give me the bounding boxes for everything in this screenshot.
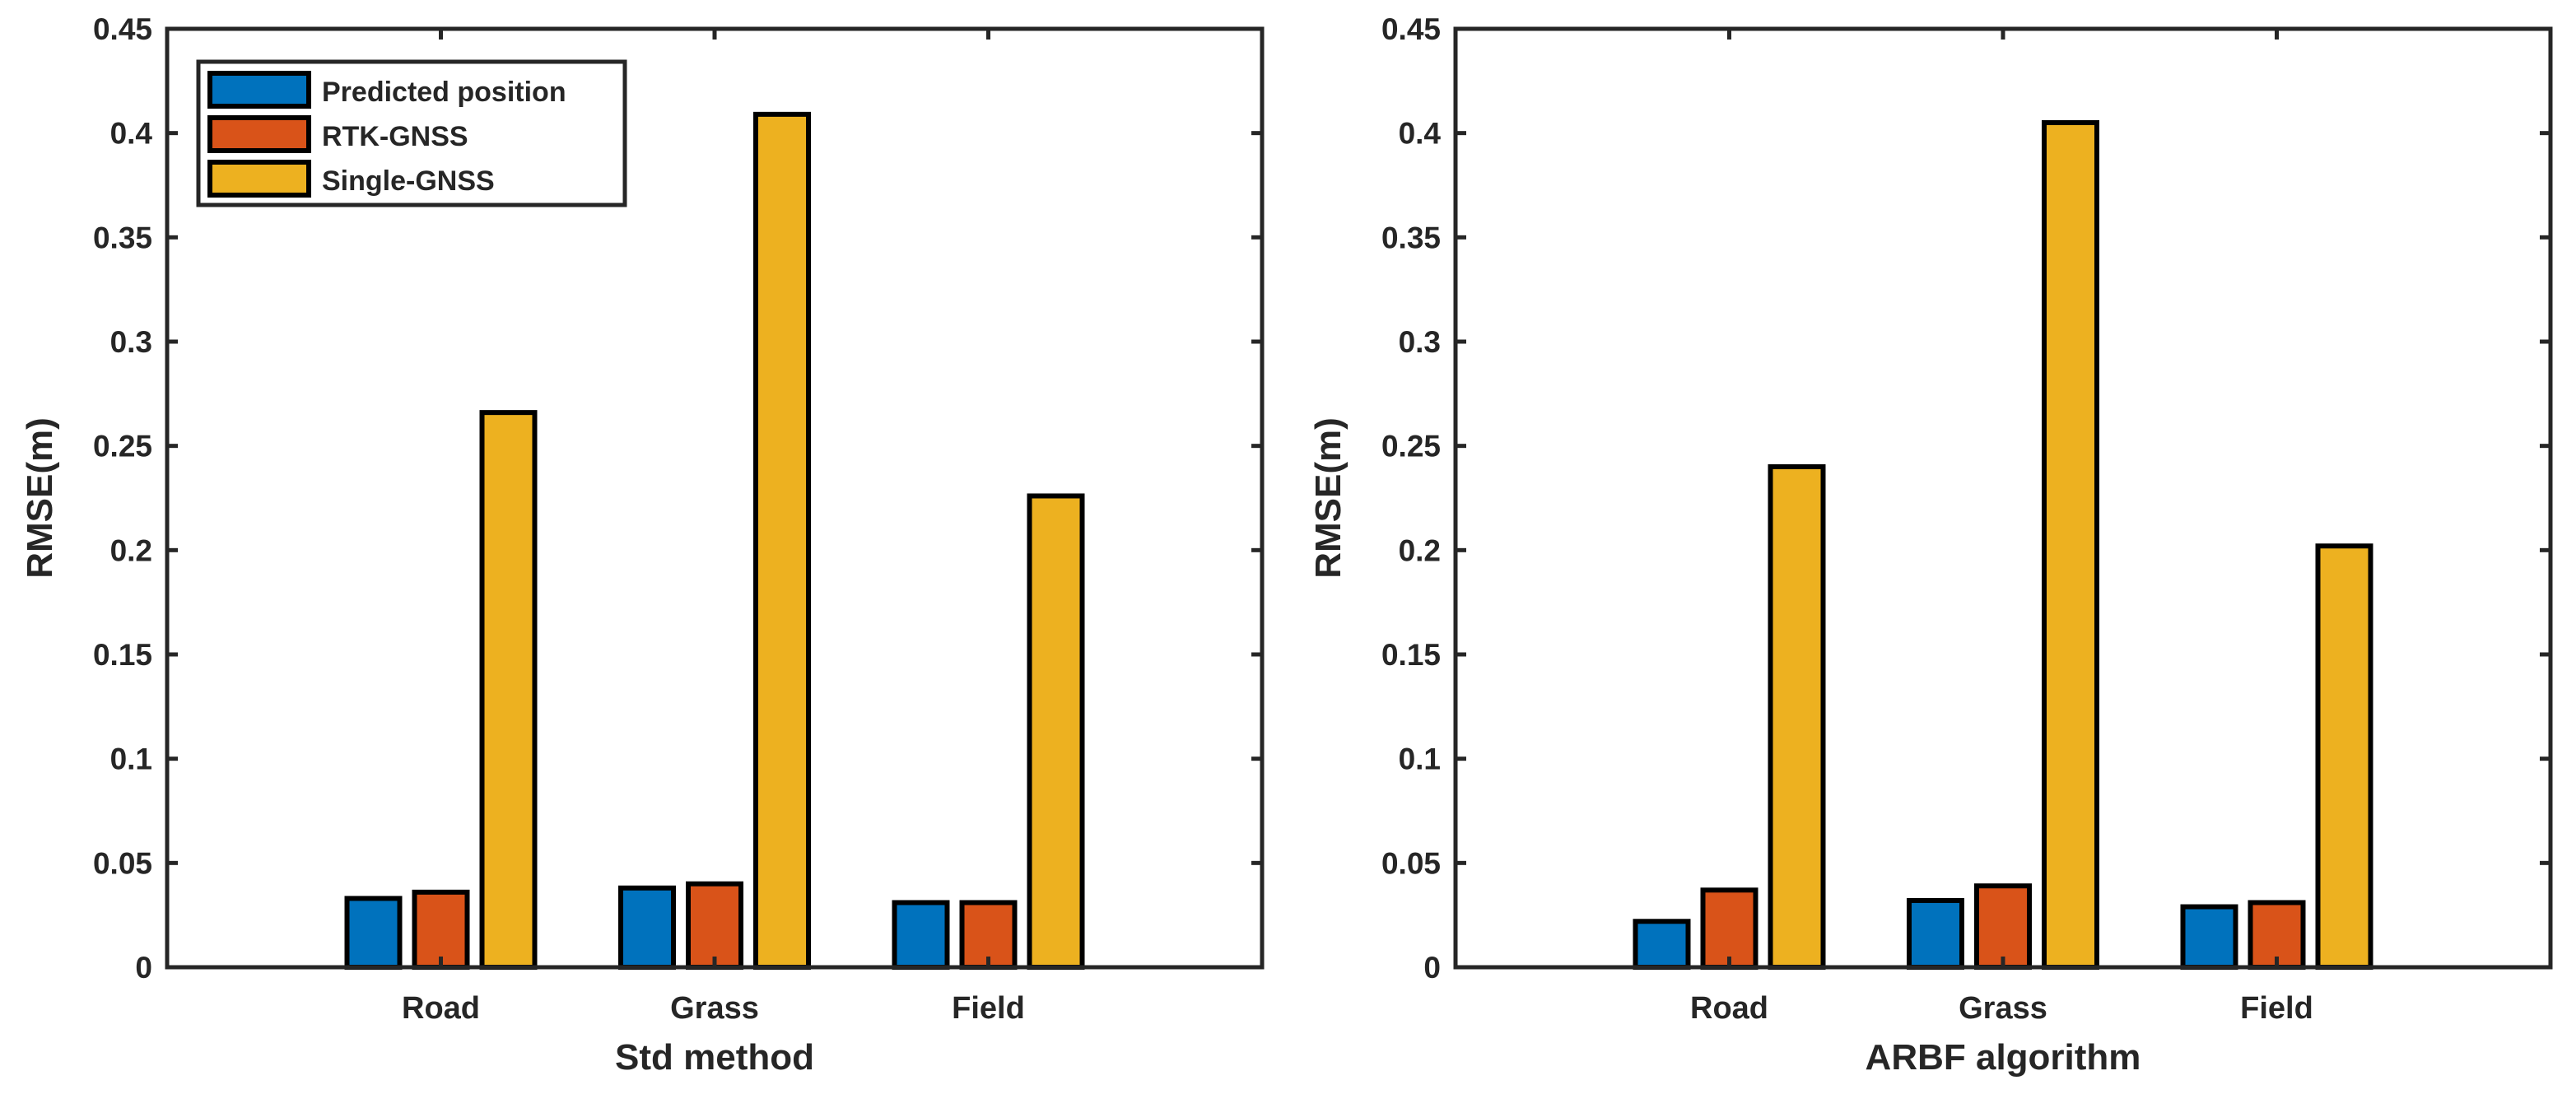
x-axis-label: Std method: [615, 1037, 814, 1078]
y-tick-label: 0.15: [1381, 638, 1441, 672]
legend-label: RTK-GNSS: [322, 121, 468, 152]
y-tick-label: 0.25: [93, 430, 152, 463]
legend-swatch: [207, 71, 311, 109]
bar-predicted-position-grass: [618, 885, 676, 970]
x-axis-label: ARBF algorithm: [1866, 1037, 2141, 1078]
bar-rtk-gnss-field: [2248, 900, 2306, 971]
bar-rtk-gnss-grass: [1974, 883, 2032, 970]
y-tick-label: 0.4: [110, 117, 153, 151]
y-tick-label: 0.1: [1399, 743, 1441, 776]
y-tick-label: 0.3: [110, 325, 152, 359]
x-tick-label: Field: [952, 991, 1025, 1026]
legend-label: Predicted position: [322, 77, 566, 108]
y-tick-label: 0.25: [1381, 430, 1441, 463]
y-tick-label: 0.35: [1381, 221, 1441, 254]
bar-single-gnss-field: [1027, 493, 1085, 970]
y-tick-label: 0.2: [110, 533, 152, 567]
x-tick-label: Road: [1690, 991, 1768, 1026]
bar-predicted-position-field: [892, 900, 950, 971]
bar-single-gnss-grass: [2042, 120, 2099, 970]
legend-swatch: [207, 160, 311, 198]
bar-rtk-gnss-grass: [686, 881, 743, 970]
bar-predicted-position-road: [344, 896, 403, 971]
y-tick-label: 0.1: [110, 743, 152, 776]
y-axis-label: RMSE(m): [20, 417, 60, 579]
y-tick-label: 0: [135, 951, 152, 985]
bar-single-gnss-road: [479, 410, 538, 970]
bar-predicted-position-field: [2180, 904, 2238, 970]
axes-box: [1453, 26, 2553, 970]
y-tick-label: 0.15: [93, 638, 152, 672]
y-tick-label: 0.05: [93, 846, 152, 880]
chart-1: 0 0.05 0.1 0.15 0.2 0.25 0.3 0.35 0.4 0.45 Road Gra…: [20, 12, 1265, 1078]
bar-single-gnss-road: [1768, 464, 1826, 970]
bar-rtk-gnss-road: [412, 889, 470, 971]
bar-single-gnss-grass: [753, 111, 811, 970]
legend: Predicted position RTK-GNSS Single-GNSS: [196, 59, 627, 207]
y-tick-label: 0: [1423, 951, 1441, 985]
y-tick-label: 0.45: [93, 12, 152, 46]
bar-single-gnss-field: [2315, 543, 2373, 970]
legend-label: Single-GNSS: [322, 165, 495, 197]
y-axis-label: RMSE(m): [1308, 417, 1349, 579]
y-tick-label: 0.05: [1381, 846, 1441, 880]
x-tick-label: Grass: [1959, 991, 2047, 1026]
chart-2: 0 0.05 0.1 0.15 0.2 0.25 0.3 0.35 0.4 0.45 Road Gra…: [1308, 12, 2553, 1078]
x-tick-label: Road: [402, 991, 480, 1026]
y-tick-label: 0.4: [1399, 117, 1442, 151]
legend-swatch: [207, 115, 311, 153]
y-tick-label: 0.45: [1381, 12, 1441, 46]
x-tick-label: Grass: [670, 991, 759, 1026]
bar-predicted-position-grass: [1907, 897, 1964, 971]
bar-predicted-position-road: [1633, 919, 1691, 971]
y-tick-label: 0.2: [1399, 533, 1441, 567]
y-tick-label: 0.35: [93, 221, 152, 254]
bar-rtk-gnss-road: [1700, 887, 1758, 971]
y-tick-label: 0.3: [1399, 325, 1441, 359]
x-tick-label: Field: [2240, 991, 2313, 1026]
